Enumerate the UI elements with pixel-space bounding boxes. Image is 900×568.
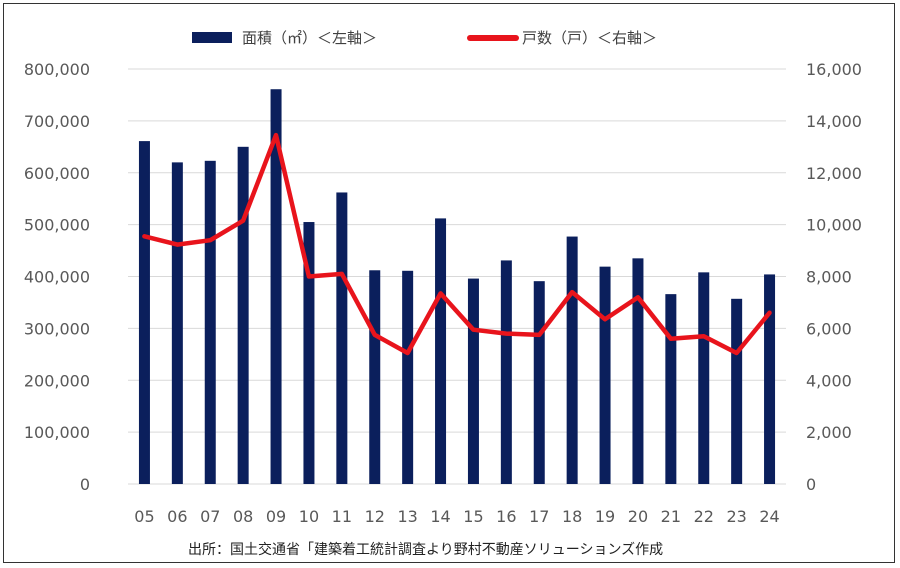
left-tick-label: 600,000 xyxy=(24,164,90,183)
x-tick-label: 13 xyxy=(397,507,417,526)
bar xyxy=(270,89,282,484)
right-tick-label: 6,000 xyxy=(806,319,852,338)
right-tick-label: 14,000 xyxy=(806,112,862,131)
left-tick-label: 0 xyxy=(80,475,90,494)
bar xyxy=(402,270,414,484)
left-tick-label: 500,000 xyxy=(24,216,90,235)
x-tick-label: 19 xyxy=(595,507,615,526)
x-tick-label: 22 xyxy=(694,507,714,526)
bar xyxy=(204,160,216,484)
series-line xyxy=(142,132,772,356)
bar xyxy=(533,281,545,484)
left-axis-ticks: 0 100,000 200,000 300,000 400,000 500,000 600,… xyxy=(24,60,90,494)
bar xyxy=(500,260,512,484)
bar xyxy=(171,162,183,484)
bar xyxy=(698,272,710,484)
right-tick-label: 8,000 xyxy=(806,268,852,287)
bar xyxy=(632,258,644,484)
bar xyxy=(138,141,150,484)
bar xyxy=(237,146,249,484)
bar xyxy=(467,278,479,484)
legend: 面積（㎡）＜左軸＞ 戸数（戸）＜右軸＞ xyxy=(192,29,657,47)
left-tick-label: 800,000 xyxy=(24,60,90,79)
legend-label-bar: 面積（㎡）＜左軸＞ xyxy=(242,29,377,47)
x-tick-label: 23 xyxy=(726,507,746,526)
x-tick-label: 16 xyxy=(496,507,516,526)
x-tick-label: 06 xyxy=(167,507,187,526)
bar xyxy=(665,294,677,484)
x-tick-label: 20 xyxy=(628,507,648,526)
x-tick-label: 09 xyxy=(266,507,286,526)
bar xyxy=(566,236,578,484)
left-tick-label: 100,000 xyxy=(24,423,90,442)
bar xyxy=(764,274,776,484)
x-tick-label: 08 xyxy=(233,507,253,526)
chart-frame xyxy=(3,3,895,563)
right-tick-label: 0 xyxy=(806,475,816,494)
x-tick-label: 15 xyxy=(463,507,483,526)
x-axis-ticks: 05 06 07 08 09 10 11 12 13 14 15 16 17 18 19 20 21 22 23 24 xyxy=(134,507,779,526)
left-tick-label: 400,000 xyxy=(24,268,90,287)
bar xyxy=(303,222,315,484)
right-tick-label: 2,000 xyxy=(806,423,852,442)
x-tick-label: 21 xyxy=(661,507,681,526)
x-tick-label: 11 xyxy=(332,507,352,526)
bar xyxy=(731,298,743,484)
x-tick-label: 07 xyxy=(200,507,220,526)
right-tick-label: 10,000 xyxy=(806,216,862,235)
legend-label-line: 戸数（戸）＜右軸＞ xyxy=(522,29,657,47)
x-tick-label: 17 xyxy=(529,507,549,526)
x-tick-label: 18 xyxy=(562,507,582,526)
x-tick-label: 05 xyxy=(134,507,154,526)
right-tick-label: 16,000 xyxy=(806,60,862,79)
bar xyxy=(435,218,447,484)
bar-series xyxy=(138,89,776,484)
line-series xyxy=(142,132,772,356)
x-tick-label: 12 xyxy=(365,507,385,526)
bar xyxy=(336,192,348,484)
x-tick-label: 14 xyxy=(430,507,450,526)
left-tick-label: 700,000 xyxy=(24,112,90,131)
x-tick-label: 10 xyxy=(299,507,319,526)
legend-swatch-bar xyxy=(192,32,232,43)
left-tick-label: 200,000 xyxy=(24,371,90,390)
left-tick-label: 300,000 xyxy=(24,319,90,338)
right-tick-label: 4,000 xyxy=(806,371,852,390)
x-tick-label: 24 xyxy=(759,507,779,526)
gridlines xyxy=(128,68,786,485)
right-axis-ticks: 0 2,000 4,000 6,000 8,000 10,000 12,000 14,000 1… xyxy=(806,60,862,494)
bar xyxy=(599,266,611,484)
source-note: 出所：国土交通省「建築着工統計調査より野村不動産ソリューションズ作成 xyxy=(188,541,663,558)
right-tick-label: 12,000 xyxy=(806,164,862,183)
bar xyxy=(369,270,381,484)
